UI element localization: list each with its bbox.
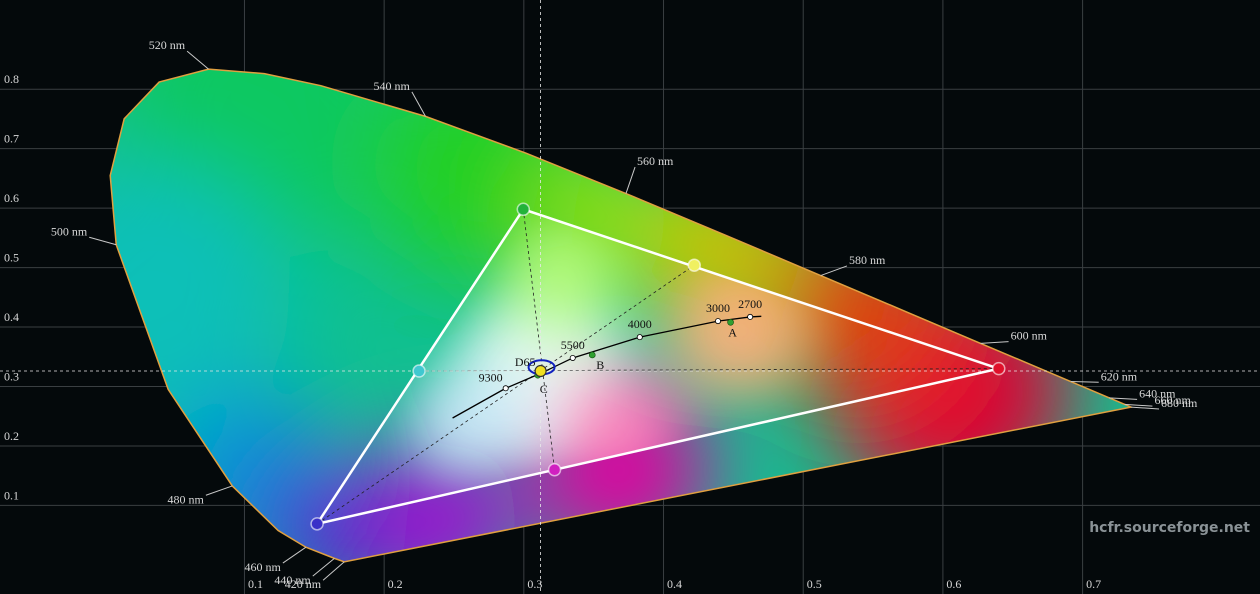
gamut-fill bbox=[410, 220, 810, 490]
illuminant-point bbox=[727, 318, 734, 326]
primaries-point bbox=[310, 517, 324, 531]
wavelength-label: 420 nm bbox=[285, 577, 322, 591]
wavelength-label: 440 nm bbox=[274, 573, 311, 587]
illuminant-label: A bbox=[728, 325, 737, 339]
cct-label: 3000 bbox=[706, 301, 730, 315]
illuminant-label: D65 bbox=[515, 355, 536, 369]
wavelength-leader bbox=[322, 561, 345, 581]
wavelength-leader bbox=[411, 91, 426, 117]
wavelength-leader bbox=[312, 557, 335, 577]
wavelength-label: 660 nm bbox=[1154, 393, 1191, 407]
wavelength-label: 500 nm bbox=[51, 224, 88, 238]
illuminant-label: B bbox=[596, 358, 604, 372]
x-tick-label: 0.6 bbox=[946, 577, 961, 591]
wavelength-label: 580 nm bbox=[849, 253, 886, 267]
wavelength-leader bbox=[186, 50, 209, 70]
wavelength-label: 640 nm bbox=[1139, 386, 1176, 400]
cct-label: 2700 bbox=[738, 297, 762, 311]
wavelength-label: 460 nm bbox=[245, 560, 282, 574]
cct-point bbox=[715, 318, 722, 325]
x-tick-label: 0.7 bbox=[1086, 577, 1101, 591]
wavelength-label: 480 nm bbox=[168, 492, 205, 506]
wavelength-leader bbox=[282, 546, 307, 564]
cct-label: 9300 bbox=[479, 370, 503, 384]
secondaries-point bbox=[547, 462, 562, 477]
wavelength-label: 620 nm bbox=[1101, 369, 1138, 383]
wavelength-label: 680 nm bbox=[1161, 396, 1198, 410]
wavelength-leader bbox=[980, 341, 1009, 344]
y-tick-label: 0.7 bbox=[4, 132, 19, 146]
y-tick-label: 0.4 bbox=[4, 310, 19, 324]
cct-label: 5500 bbox=[561, 338, 585, 352]
wavelength-label: 540 nm bbox=[374, 79, 411, 93]
wavelength-leader bbox=[1124, 403, 1153, 407]
y-tick-label: 0.8 bbox=[4, 72, 19, 86]
white-point bbox=[534, 364, 547, 378]
cct-point bbox=[636, 334, 643, 341]
watermark: hcfr.sourceforge.net bbox=[1089, 520, 1250, 536]
cct-point bbox=[747, 313, 754, 320]
cct-label: 4000 bbox=[628, 317, 652, 331]
wavelength-label: 520 nm bbox=[149, 38, 186, 52]
illuminant-label: C bbox=[540, 382, 548, 396]
wavelength-leader bbox=[1070, 381, 1099, 383]
wavelength-label: 600 nm bbox=[1011, 329, 1048, 343]
hue-line bbox=[419, 368, 999, 372]
y-tick-label: 0.1 bbox=[4, 488, 19, 502]
planckian-locus bbox=[452, 315, 762, 419]
primaries-point bbox=[992, 361, 1006, 376]
x-tick-label: 0.3 bbox=[527, 577, 542, 591]
wavelength-label: 560 nm bbox=[637, 154, 674, 168]
cct-point bbox=[502, 385, 509, 392]
wavelength-leader bbox=[1109, 397, 1138, 400]
x-tick-label: 0.5 bbox=[807, 577, 822, 591]
primaries-point bbox=[516, 202, 531, 217]
wavelength-leader bbox=[625, 166, 636, 194]
wavelength-leader bbox=[1131, 406, 1160, 410]
secondaries-point bbox=[412, 364, 426, 378]
wavelength-leader bbox=[205, 485, 233, 496]
y-tick-label: 0.2 bbox=[4, 429, 19, 443]
cct-point bbox=[569, 354, 576, 361]
x-tick-label: 0.1 bbox=[248, 577, 263, 591]
illuminant-point bbox=[588, 351, 596, 359]
y-tick-label: 0.6 bbox=[4, 191, 19, 205]
wavelength-leader bbox=[89, 236, 117, 246]
x-tick-label: 0.4 bbox=[667, 577, 682, 591]
x-tick-label: 0.2 bbox=[388, 577, 403, 591]
secondaries-point bbox=[687, 258, 702, 272]
wavelength-leader bbox=[820, 265, 848, 277]
hue-line bbox=[522, 209, 555, 470]
y-tick-label: 0.3 bbox=[4, 369, 19, 383]
y-tick-label: 0.5 bbox=[4, 251, 19, 265]
hue-line bbox=[316, 264, 695, 525]
